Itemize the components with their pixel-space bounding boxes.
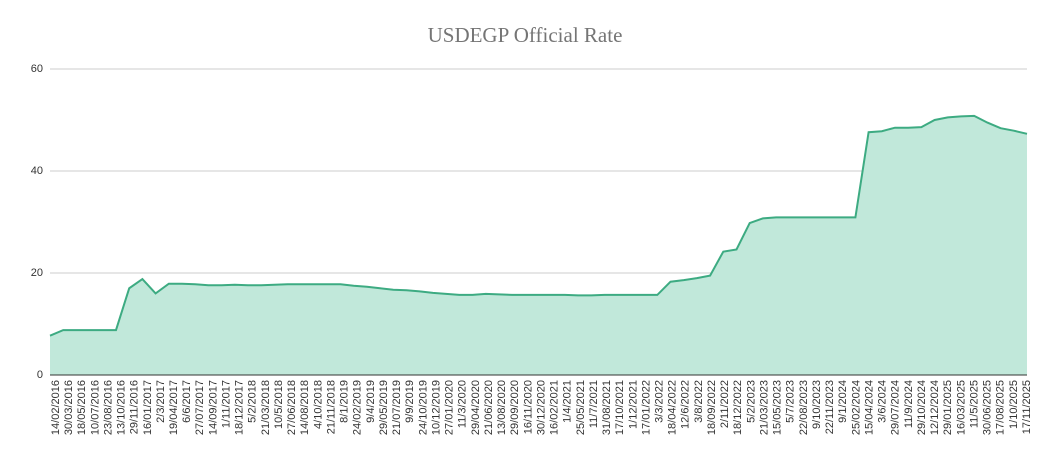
- x-tick-label: 16/02/2021: [549, 380, 561, 435]
- x-tick-label: 14/02/2016: [50, 380, 62, 435]
- x-tick-label: 22/08/2023: [798, 380, 810, 435]
- x-tick-label: 2/3/2017: [155, 380, 167, 423]
- x-tick-label: 3/6/2024: [877, 380, 889, 423]
- x-tick-label: 17/11/2025: [1021, 380, 1033, 434]
- x-tick-label: 29/11/2016: [129, 380, 141, 434]
- x-tick-label: 18/12/2017: [234, 380, 246, 435]
- x-tick-label: 15/05/2023: [772, 380, 784, 435]
- x-tick-label: 30/06/2025: [982, 380, 994, 435]
- x-tick-label: 11/3/2020: [457, 380, 469, 428]
- x-tick-label: 21/11/2018: [326, 380, 338, 434]
- x-tick-label: 19/04/2017: [168, 380, 180, 435]
- area-line: [49, 114, 1028, 337]
- x-tick-label: 9/10/2023: [811, 380, 823, 429]
- x-tick-label: 10/5/2018: [273, 380, 285, 429]
- x-tick-label: 1/11/2017: [221, 380, 233, 428]
- x-tick-label: 29/05/2019: [378, 380, 390, 435]
- x-tick-label: 12/6/2022: [680, 380, 692, 429]
- y-tick-label: 60: [31, 63, 43, 75]
- x-tick-label: 16/03/2025: [955, 380, 967, 435]
- x-tick-label: 10/07/2016: [89, 380, 101, 435]
- x-tick-label: 18/12/2022: [732, 380, 744, 435]
- x-tick-label: 5/2/2023: [745, 380, 757, 423]
- x-tick-label: 3/3/2022: [654, 380, 666, 423]
- chart-title: USDEGP Official Rate: [428, 23, 623, 47]
- x-tick-label: 17/01/2022: [640, 380, 652, 435]
- x-tick-label: 1/10/2025: [1008, 380, 1020, 429]
- y-tick-label: 40: [31, 165, 43, 177]
- x-tick-label: 9/4/2019: [365, 380, 377, 423]
- x-tick-label: 1/4/2021: [562, 380, 574, 423]
- x-tick-label: 13/08/2020: [496, 380, 508, 435]
- x-tick-label: 11/5/2025: [968, 380, 980, 428]
- y-tick-label: 20: [31, 267, 43, 279]
- x-tick-label: 31/08/2021: [601, 380, 613, 435]
- x-tick-label: 27/06/2018: [286, 380, 298, 435]
- x-tick-label: 16/11/2020: [522, 380, 534, 434]
- x-tick-label: 21/03/2018: [260, 380, 272, 435]
- x-tick-label: 18/09/2022: [706, 380, 718, 435]
- x-tick-label: 14/09/2017: [207, 380, 219, 435]
- x-tick-label: 9/9/2019: [404, 380, 416, 423]
- x-tick-label: 25/02/2024: [850, 380, 862, 435]
- x-tick-label: 8/1/2019: [339, 380, 351, 423]
- x-tick-label: 15/04/2024: [863, 380, 875, 435]
- x-tick-label: 11/9/2024: [903, 380, 915, 428]
- x-tick-label: 29/04/2020: [470, 380, 482, 435]
- x-tick-label: 22/11/2023: [824, 380, 836, 434]
- x-tick-label: 17/10/2021: [614, 380, 626, 435]
- x-tick-label: 9/1/2024: [837, 380, 849, 423]
- x-tick-label: 17/08/2025: [995, 380, 1007, 435]
- x-tick-label: 16/01/2017: [142, 380, 154, 435]
- x-tick-label: 29/01/2025: [942, 380, 954, 435]
- x-tick-label: 4/10/2018: [312, 380, 324, 429]
- x-tick-label: 6/6/2017: [181, 380, 193, 423]
- x-tick-label: 14/08/2018: [299, 380, 311, 435]
- area-fill: [50, 115, 1027, 376]
- x-tick-label: 11/7/2021: [588, 380, 600, 428]
- x-tick-label: 13/10/2016: [116, 380, 128, 435]
- x-tick-label: 2/11/2022: [719, 380, 731, 428]
- x-tick-label: 18/05/2016: [76, 380, 88, 435]
- x-tick-label: 24/02/2019: [352, 380, 364, 435]
- x-tick-label: 1/12/2021: [627, 380, 639, 429]
- x-tick-label: 3/8/2022: [693, 380, 705, 423]
- x-tick-label: 24/10/2019: [417, 380, 429, 435]
- x-tick-label: 21/03/2023: [759, 380, 771, 435]
- x-tick-label: 30/03/2016: [63, 380, 75, 435]
- y-tick-label: 0: [37, 369, 43, 381]
- x-tick-label: 27/07/2017: [194, 380, 206, 435]
- x-tick-label: 29/10/2024: [916, 380, 928, 435]
- x-tick-label: 5/2/2018: [247, 380, 259, 423]
- x-tick-label: 18/04/2022: [667, 380, 679, 435]
- x-tick-label: 10/12/2019: [430, 380, 442, 435]
- x-tick-label: 25/05/2021: [575, 380, 587, 435]
- x-tick-label: 21/06/2020: [483, 380, 495, 435]
- x-tick-label: 29/07/2024: [890, 380, 902, 435]
- x-tick-label: 29/09/2020: [509, 380, 521, 435]
- x-tick-label: 12/12/2024: [929, 380, 941, 435]
- x-tick-label: 27/01/2020: [444, 380, 456, 435]
- x-tick-label: 21/07/2019: [391, 380, 403, 435]
- x-tick-label: 30/12/2020: [535, 380, 547, 435]
- x-tick-label: 5/7/2023: [785, 380, 797, 423]
- x-tick-label: 23/08/2016: [102, 380, 114, 435]
